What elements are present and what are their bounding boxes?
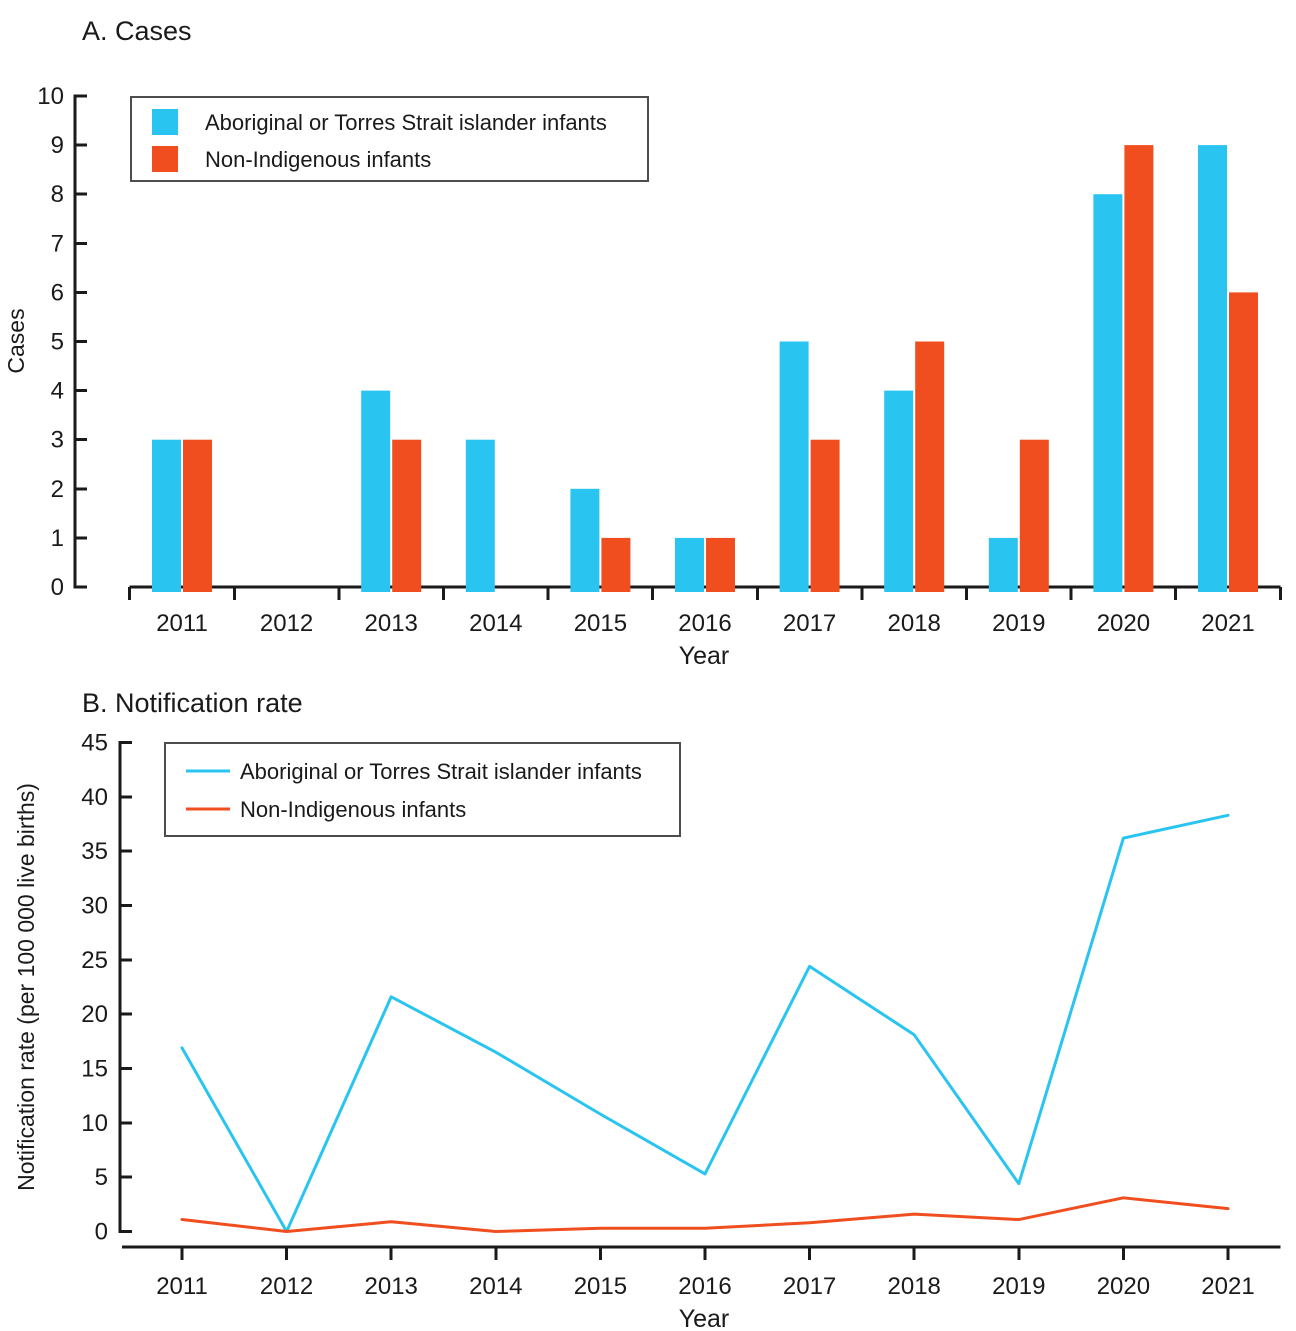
bar-non-indigenous-2020 xyxy=(1124,145,1154,592)
panel-a-legend xyxy=(130,96,649,182)
bar-non-indigenous-2011 xyxy=(183,439,212,592)
x-tick-label: 2018 xyxy=(888,1273,941,1300)
legend-a-label-non-indigenous: Non-Indigenous infants xyxy=(205,147,431,172)
bar-non-indigenous-2017 xyxy=(810,439,840,592)
x-tick-label: 2015 xyxy=(574,610,627,637)
legend-a-label-indigenous: Aboriginal or Torres Strait islander inf… xyxy=(205,110,607,135)
y-tick-label: 2 xyxy=(51,476,64,503)
x-tick-label: 2017 xyxy=(783,1273,836,1300)
bar-indigenous-2014 xyxy=(465,439,495,592)
x-tick-label: 2016 xyxy=(678,1273,731,1300)
legend-b-label-non-indigenous: Non-Indigenous infants xyxy=(240,797,466,822)
line-indigenous xyxy=(180,813,1230,1233)
y-tick-label: 0 xyxy=(95,1219,108,1246)
panel-b-y-axis-label: Notification rate (per 100 000 live birt… xyxy=(13,783,39,1191)
x-tick-label: 2019 xyxy=(992,1273,1045,1300)
x-tick-label: 2013 xyxy=(365,610,418,637)
x-tick-label: 2021 xyxy=(1201,610,1254,637)
x-tick-label: 2011 xyxy=(156,1273,208,1300)
bar-indigenous-2013 xyxy=(361,390,391,592)
y-tick-label: 35 xyxy=(81,838,108,865)
panel-a-x-axis-label: Year xyxy=(679,642,730,670)
legend-swatch-non-indigenous xyxy=(152,146,178,172)
x-tick-label: 2021 xyxy=(1201,1273,1254,1300)
bar-indigenous-2021 xyxy=(1198,145,1227,592)
panel-a-bars xyxy=(152,145,1258,592)
legend-swatch-indigenous xyxy=(152,109,178,135)
panel-a-y-axis xyxy=(73,94,87,589)
panel-b-title: B. Notification rate xyxy=(82,688,303,718)
y-tick-label: 20 xyxy=(81,1001,108,1028)
panel-b-x-axis-label: Year xyxy=(679,1305,730,1331)
x-tick-label: 2012 xyxy=(260,1273,313,1300)
x-tick-label: 2011 xyxy=(156,610,208,637)
x-tick-label: 2013 xyxy=(365,1273,418,1300)
bar-non-indigenous-2016 xyxy=(706,537,735,592)
panel-a-x-axis xyxy=(128,585,1282,600)
legend-box xyxy=(164,742,681,837)
panel-a-y-axis-label: Cases xyxy=(3,308,29,373)
panel-a-cases-chart: 2011 2012 2013 2014 2015 2016 2017 2018 2019 2020… xyxy=(37,83,1282,637)
panel-a-title: A. Cases xyxy=(82,16,192,46)
y-tick-label: 3 xyxy=(51,427,64,454)
y-tick-label: 25 xyxy=(81,947,108,974)
x-tick-label: 2015 xyxy=(574,1273,627,1300)
panel-b-x-axis xyxy=(122,1245,1281,1260)
y-tick-label: 10 xyxy=(37,83,64,110)
bar-indigenous-2016 xyxy=(675,537,704,592)
bar-indigenous-2020 xyxy=(1093,194,1123,592)
y-tick-label: 15 xyxy=(81,1055,108,1082)
x-tick-label: 2012 xyxy=(260,610,313,637)
x-tick-label: 2014 xyxy=(469,1273,522,1300)
bar-non-indigenous-2018 xyxy=(915,341,945,592)
bar-non-indigenous-2013 xyxy=(392,439,422,592)
x-tick-label: 2014 xyxy=(469,610,522,637)
line-non-indigenous xyxy=(180,1196,1230,1233)
panel-b-legend xyxy=(164,742,681,837)
legend-box xyxy=(130,96,649,182)
bar-indigenous-2019 xyxy=(988,537,1018,592)
bar-non-indigenous-2019 xyxy=(1019,439,1049,592)
x-tick-label: 2017 xyxy=(783,610,836,637)
bar-indigenous-2011 xyxy=(152,439,181,592)
y-tick-label: 5 xyxy=(95,1164,108,1191)
y-tick-label: 4 xyxy=(51,378,64,405)
x-tick-label: 2018 xyxy=(888,610,941,637)
y-tick-label: 45 xyxy=(81,729,108,756)
x-tick-label: 2020 xyxy=(1097,1273,1150,1300)
y-tick-label: 0 xyxy=(51,574,64,601)
y-tick-label: 5 xyxy=(51,329,64,356)
bar-non-indigenous-2021 xyxy=(1229,292,1258,592)
y-tick-label: 6 xyxy=(51,279,64,306)
y-tick-label: 30 xyxy=(81,892,108,919)
panel-b-rate-chart: 2011 2012 2013 2014 2015 2016 2017 2018 2019 2020… xyxy=(81,729,1281,1300)
bar-indigenous-2018 xyxy=(884,390,914,592)
x-tick-label: 2016 xyxy=(678,610,731,637)
y-tick-label: 40 xyxy=(81,784,108,811)
panel-b-y-axis xyxy=(118,740,132,1233)
y-tick-label: 1 xyxy=(51,525,64,552)
bar-indigenous-2017 xyxy=(779,341,809,592)
x-tick-label: 2020 xyxy=(1097,610,1150,637)
y-tick-label: 7 xyxy=(51,230,64,257)
y-tick-label: 10 xyxy=(81,1110,108,1137)
y-tick-label: 9 xyxy=(51,132,64,159)
y-tick-label: 8 xyxy=(51,181,64,208)
x-tick-label: 2019 xyxy=(992,610,1045,637)
bar-non-indigenous-2015 xyxy=(601,537,631,592)
bar-indigenous-2015 xyxy=(570,488,600,592)
legend-b-label-indigenous: Aboriginal or Torres Strait islander inf… xyxy=(240,759,642,784)
